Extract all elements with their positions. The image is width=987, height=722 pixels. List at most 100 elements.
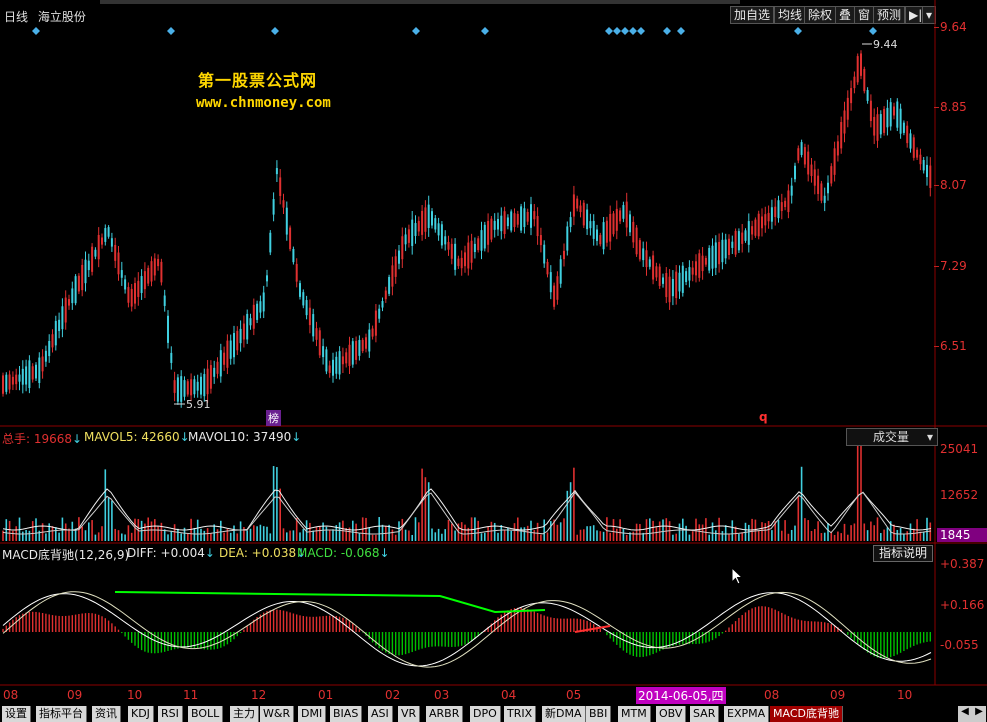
candle-body [645, 250, 648, 268]
add-watchlist-button[interactable]: 加自选 [730, 6, 775, 24]
candle-body [104, 228, 107, 242]
signal-diamond [605, 27, 613, 35]
volume-axis-max: 25041 [940, 442, 979, 456]
tab-21[interactable]: MACD底背驰 [770, 706, 843, 722]
collapse-button[interactable]: ▶| [905, 6, 927, 24]
tab-1[interactable]: 指标平台 [36, 706, 87, 722]
candle-body [813, 169, 816, 186]
candle-body [130, 288, 133, 307]
forecast-button[interactable]: 预测 [873, 6, 906, 24]
indicator-lines [2, 43, 932, 668]
signal-diamond [32, 27, 40, 35]
candle-body [101, 237, 103, 245]
candle-body [41, 356, 44, 372]
candle-body [223, 352, 226, 365]
candle-body [345, 352, 348, 364]
tab-19[interactable]: SAR [690, 706, 720, 722]
indicator-dropdown[interactable]: 成交量 ▾ [846, 428, 938, 446]
tab-7[interactable]: W&R [260, 706, 295, 722]
price-tick: 7.29 [934, 259, 967, 273]
watermark-url: www.chnmoney.com [196, 95, 331, 111]
tab-5[interactable]: BOLL [188, 706, 224, 722]
candle-body [229, 340, 232, 359]
candle-body [322, 346, 325, 358]
candle-body [140, 276, 143, 294]
tab-13[interactable]: DPO [470, 706, 501, 722]
tab-scroll-left-icon[interactable]: ◀ [958, 706, 972, 722]
signal-diamond [637, 27, 645, 35]
tab-0[interactable]: 设置 [2, 706, 31, 722]
candle-body [724, 239, 727, 259]
candle-body [681, 265, 684, 293]
tab-9[interactable]: BIAS [330, 706, 363, 722]
candle-body [714, 242, 717, 268]
candle-body [896, 101, 899, 128]
candle-body [810, 164, 813, 177]
candle-body [582, 202, 585, 226]
candle-body [18, 374, 21, 382]
candle-body [147, 267, 150, 284]
candle-body [836, 141, 839, 156]
tab-16[interactable]: BBI [586, 706, 612, 722]
candle-body [87, 260, 90, 271]
tab-10[interactable]: ASI [368, 706, 393, 722]
tab-2[interactable]: 资讯 [92, 706, 121, 722]
candle-body [186, 381, 189, 395]
candle-body [695, 261, 697, 276]
candle-body [912, 137, 915, 158]
candle-body [678, 272, 681, 292]
candle-body [599, 235, 602, 245]
stock-name: 海立股份 [37, 10, 86, 24]
tab-scroll-right-icon[interactable]: ▶ [972, 706, 986, 722]
candle-body [279, 177, 282, 196]
candle-body [629, 214, 631, 233]
candle-body [553, 285, 556, 307]
candle-body [543, 244, 546, 264]
candle-body [348, 344, 351, 366]
candle-body [127, 287, 130, 303]
candle-body [110, 238, 113, 247]
candle-body [431, 211, 433, 226]
candle-body [523, 208, 526, 228]
tab-20[interactable]: EXPMA [724, 706, 770, 722]
candle-body [777, 200, 780, 219]
window-button[interactable]: 窗 [854, 6, 875, 24]
macd-value: MACD: -0.068↓ [297, 546, 390, 560]
month-tick: 03 [434, 688, 450, 702]
month-tick: 10 [897, 688, 913, 702]
tab-18[interactable]: OBV [656, 706, 687, 722]
candle-body [318, 330, 321, 356]
candle-body [926, 164, 928, 178]
tab-12[interactable]: ARBR [426, 706, 464, 722]
tab-4[interactable]: RSI [158, 706, 183, 722]
indicator-help-button[interactable]: 指标说明 [873, 545, 933, 562]
tab-14[interactable]: TRIX [504, 706, 537, 722]
divergence-line [114, 591, 546, 614]
signal-diamond [481, 27, 489, 35]
tab-17[interactable]: MTM [618, 706, 651, 722]
candle-body [774, 206, 777, 218]
candle-body [721, 239, 724, 263]
mavol10-line [2, 491, 932, 535]
candle-body [642, 248, 645, 261]
candle-body [361, 339, 364, 352]
candle-body [506, 217, 509, 227]
candle-body [464, 252, 466, 267]
candle-body [84, 259, 87, 284]
tab-15[interactable]: 新DMA [542, 706, 586, 722]
signal-diamond [271, 27, 279, 35]
candle-body [632, 221, 635, 243]
tab-8[interactable]: DMI [298, 706, 327, 722]
candle-body [404, 234, 407, 245]
stock-chart[interactable] [0, 0, 987, 705]
tab-6[interactable]: 主力 [230, 706, 259, 722]
candle-body [21, 368, 24, 385]
tab-3[interactable]: KDJ [128, 706, 154, 722]
candle-body [328, 365, 331, 373]
candle-body [869, 100, 872, 122]
chevron-down-icon[interactable]: ▾ [922, 6, 936, 24]
tab-11[interactable]: VR [398, 706, 421, 722]
candle-body [563, 250, 565, 260]
candle-body [150, 261, 153, 282]
list-marker[interactable]: 榜 [266, 410, 281, 426]
